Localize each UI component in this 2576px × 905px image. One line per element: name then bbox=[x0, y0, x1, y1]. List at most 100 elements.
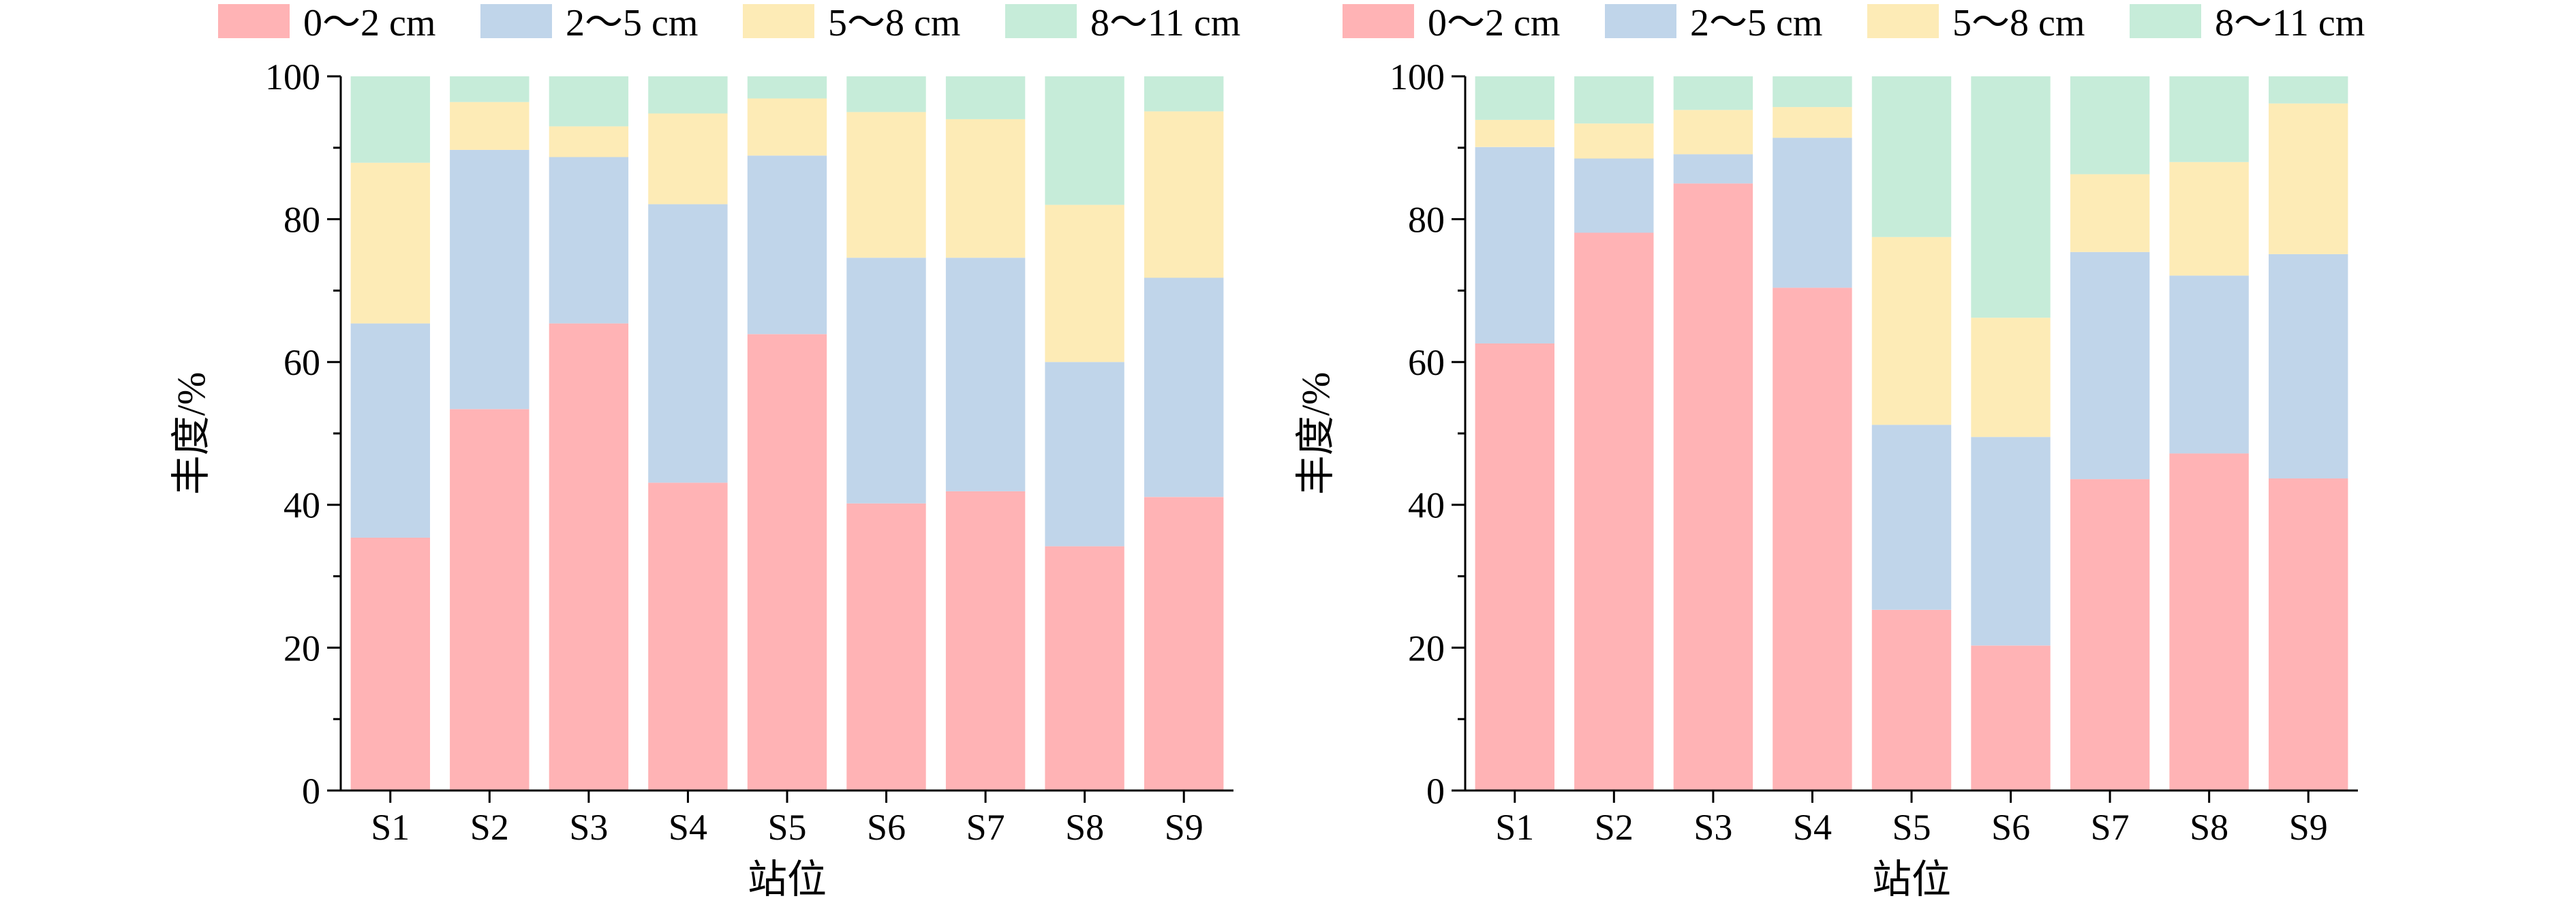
bar-s2-series-1 bbox=[450, 149, 530, 410]
bar-s4-series-0 bbox=[648, 482, 728, 791]
legend-swatch-2 bbox=[1867, 4, 1939, 38]
bar-s4-series-1 bbox=[648, 204, 728, 483]
bar-s5-series-1 bbox=[747, 155, 827, 335]
x-tick-label-s7: S7 bbox=[966, 807, 1005, 848]
x-tick-label-s6: S6 bbox=[867, 807, 906, 848]
bar-s5-series-2 bbox=[1871, 236, 1952, 425]
bar-s9-series-1 bbox=[1144, 277, 1224, 497]
legend-swatch-3 bbox=[2130, 4, 2201, 38]
bar-s7-series-0 bbox=[2070, 479, 2150, 791]
bar-s2-series-2 bbox=[450, 102, 530, 150]
bar-s3-series-3 bbox=[1673, 76, 1753, 110]
x-axis-title: 站位 bbox=[1872, 857, 1951, 902]
bar-s6-series-3 bbox=[1971, 76, 2051, 318]
bar-s7-series-1 bbox=[945, 258, 1026, 491]
bar-s5-series-3 bbox=[747, 76, 827, 99]
bar-s1-series-3 bbox=[350, 76, 430, 163]
bar-s3-series-2 bbox=[549, 126, 629, 157]
bar-s4-series-0 bbox=[1773, 288, 1852, 791]
bar-s8-series-1 bbox=[2169, 275, 2249, 454]
y-tick-label: 20 bbox=[283, 628, 320, 669]
bar-s1-series-0 bbox=[1475, 343, 1554, 791]
y-tick-label: 60 bbox=[283, 342, 320, 383]
x-tick-label-s1: S1 bbox=[371, 807, 410, 848]
legend-swatch-2 bbox=[743, 4, 814, 38]
bar-s9-series-0 bbox=[2269, 478, 2348, 791]
legend-label-0: 0～2 cm bbox=[303, 2, 435, 44]
bar-s5-series-1 bbox=[1871, 425, 1952, 610]
bar-s9-series-3 bbox=[1144, 76, 1224, 112]
x-tick-label-s5: S5 bbox=[767, 807, 806, 848]
y-axis-title: 丰度/% bbox=[169, 372, 213, 495]
bar-s4-series-3 bbox=[648, 76, 728, 114]
bar-s3-series-1 bbox=[549, 157, 629, 324]
y-tick-label: 40 bbox=[1408, 485, 1445, 526]
legend-label-2: 5～8 cm bbox=[828, 2, 960, 44]
x-tick-label-s4: S4 bbox=[669, 807, 707, 848]
x-tick-label-s1: S1 bbox=[1495, 807, 1534, 848]
bar-s2-series-0 bbox=[450, 409, 530, 791]
bar-s4-series-2 bbox=[648, 113, 728, 204]
bar-s8-series-3 bbox=[1045, 76, 1124, 205]
legend-label-2: 5～8 cm bbox=[1952, 2, 2085, 44]
bar-s6-series-0 bbox=[1971, 645, 2051, 791]
y-tick-label: 80 bbox=[1408, 200, 1445, 241]
bar-s8-series-3 bbox=[2169, 76, 2249, 162]
y-tick-label: 60 bbox=[1408, 342, 1445, 383]
x-tick-label-s2: S2 bbox=[1595, 807, 1634, 848]
right-chart-panel: 0 20 40 60 80 100 S1 S2 S3 S4 S5 S6 S7 S8 S9 站位 丰度/% 0～2 … bbox=[1293, 2, 2365, 902]
y-tick-label: 0 bbox=[302, 771, 320, 812]
bar-s6-series-3 bbox=[846, 76, 926, 112]
x-tick-label-s8: S8 bbox=[1065, 807, 1104, 848]
legend-label-1: 2～5 cm bbox=[1690, 2, 1822, 44]
bar-s2-series-0 bbox=[1574, 232, 1654, 791]
bar-s9-series-0 bbox=[1144, 497, 1224, 791]
legend-swatch-1 bbox=[480, 4, 552, 38]
bar-s6-series-1 bbox=[846, 258, 926, 504]
bar-s7-series-2 bbox=[945, 119, 1026, 258]
legend-label-0: 0～2 cm bbox=[1428, 2, 1560, 44]
legend-label-3: 8～11 cm bbox=[1090, 2, 1240, 44]
bar-s5-series-2 bbox=[747, 98, 827, 156]
x-tick-label-s5: S5 bbox=[1892, 807, 1931, 848]
y-axis-title: 丰度/% bbox=[1293, 372, 1338, 495]
x-tick-label-s8: S8 bbox=[2190, 807, 2228, 848]
bar-s8-series-1 bbox=[1045, 362, 1124, 547]
legend-swatch-0 bbox=[218, 4, 290, 38]
x-tick-label-s9: S9 bbox=[1165, 807, 1203, 848]
bar-s2-series-3 bbox=[1574, 76, 1654, 124]
x-tick-label-s7: S7 bbox=[2091, 807, 2130, 848]
x-tick-label-s9: S9 bbox=[2289, 807, 2328, 848]
legend-swatch-1 bbox=[1605, 4, 1676, 38]
bar-s6-series-2 bbox=[1971, 318, 2051, 438]
x-tick-label-s2: S2 bbox=[470, 807, 509, 848]
bar-s7-series-3 bbox=[945, 76, 1026, 119]
bar-s4-series-3 bbox=[1773, 76, 1852, 108]
bar-s7-series-1 bbox=[2070, 251, 2150, 480]
bar-s7-series-0 bbox=[945, 491, 1026, 791]
bar-s2-series-2 bbox=[1574, 123, 1654, 159]
bar-s3-series-1 bbox=[1673, 154, 1753, 184]
y-tick-label: 20 bbox=[1408, 628, 1445, 669]
bar-s1-series-2 bbox=[350, 162, 430, 324]
bar-s8-series-2 bbox=[1045, 204, 1124, 363]
legend-label-3: 8～11 cm bbox=[2215, 2, 2365, 44]
bar-s1-series-2 bbox=[1475, 119, 1554, 147]
legend-label-1: 2～5 cm bbox=[566, 2, 698, 44]
x-tick-label-s3: S3 bbox=[569, 807, 608, 848]
x-axis-title: 站位 bbox=[748, 857, 827, 902]
bar-s4-series-2 bbox=[1773, 107, 1852, 138]
legend-swatch-0 bbox=[1343, 4, 1414, 38]
bar-s1-series-1 bbox=[1475, 147, 1554, 344]
bar-s8-series-2 bbox=[2169, 162, 2249, 276]
bar-s9-series-1 bbox=[2269, 254, 2348, 479]
bar-s1-series-3 bbox=[1475, 76, 1554, 120]
bar-s5-series-3 bbox=[1871, 76, 1952, 237]
bar-s1-series-0 bbox=[350, 538, 430, 791]
legend-swatch-3 bbox=[1005, 4, 1077, 38]
bar-s8-series-0 bbox=[1045, 546, 1124, 791]
y-tick-label: 0 bbox=[1426, 771, 1445, 812]
bar-s9-series-3 bbox=[2269, 76, 2348, 104]
x-tick-label-s4: S4 bbox=[1793, 807, 1832, 848]
